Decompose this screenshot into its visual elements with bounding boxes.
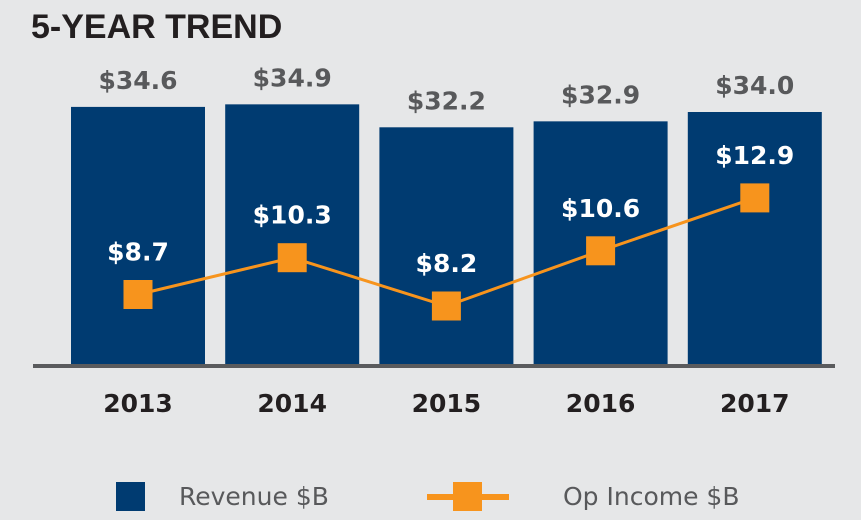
chart-area: $34.6 2013 $34.9 2014 $32.2 2015 $32.9 2016 $34.… [33,63,835,418]
revenue-value-label: $34.0 [715,71,794,100]
op-income-marker [277,243,307,273]
op-income-value-label: $12.9 [715,141,794,170]
legend-swatch-op-income [427,481,509,511]
op-income-marker [740,183,770,213]
op-income-value-label: $8.2 [416,249,478,278]
revenue-value-label: $34.6 [98,66,177,95]
revenue-bar [71,106,205,365]
legend-swatch-revenue [116,481,145,511]
chart-title: 5-YEAR TREND [31,8,283,46]
revenue-bar [687,112,822,364]
revenue-value-label: $34.9 [253,63,332,92]
legend-label-op-income: Op Income $B [563,481,740,511]
revenue-value-label: $32.9 [561,80,640,109]
legend-item-op-income: Op Income $B [427,478,740,514]
revenue-value-label: $32.2 [407,86,486,115]
revenue-bar [225,104,360,364]
x-tick-label: 2014 [257,389,327,418]
legend-item-revenue: Revenue $B [116,478,329,514]
revenue-bar [379,127,514,364]
op-income-value-label: $8.7 [107,238,169,267]
op-income-value-label: $10.3 [253,201,332,230]
legend-label-revenue: Revenue $B [179,481,329,511]
op-income-value-label: $10.6 [561,194,640,223]
x-tick-label: 2015 [412,389,482,418]
x-tick-label: 2016 [566,389,636,418]
op-income-marker [123,280,153,309]
x-tick-label: 2017 [720,389,790,418]
op-income-marker [586,236,616,266]
x-tick-label: 2013 [103,389,173,418]
op-income-marker [431,291,461,321]
